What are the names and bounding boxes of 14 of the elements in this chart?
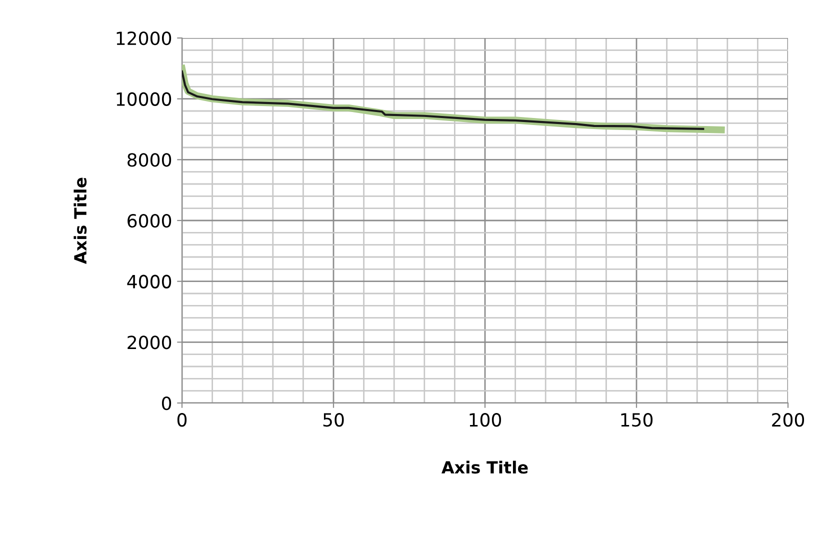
y-tick-label: 8000 (128, 153, 172, 167)
y-axis-title: Axis Title (74, 178, 87, 264)
x-axis-title: Axis Title (442, 460, 528, 474)
x-tick-label: 200 (772, 413, 804, 427)
x-tick-label: 50 (323, 413, 344, 427)
y-tick-label: 2000 (128, 336, 172, 350)
x-tick-label: 150 (621, 413, 653, 427)
y-tick-label: 4000 (127, 274, 172, 288)
y-tick-label: 10000 (116, 92, 172, 106)
y-tick-label: 12000 (116, 31, 172, 46)
x-tick-label: 100 (470, 413, 502, 427)
y-tick-label: 0 (162, 396, 172, 410)
x-tick-label: 0 (177, 413, 187, 427)
y-tick-label: 6000 (128, 214, 172, 228)
